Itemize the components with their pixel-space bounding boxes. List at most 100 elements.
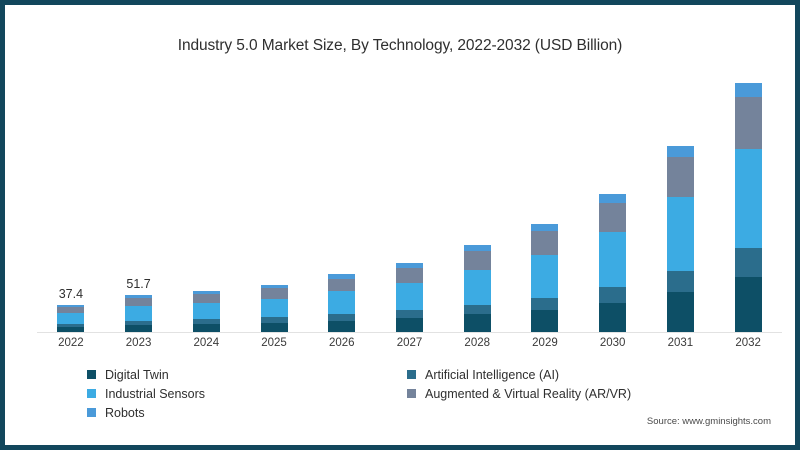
bar-segment[interactable]	[531, 309, 559, 332]
x-axis-tick-2025: 2025	[261, 337, 287, 349]
legend-swatch-icon	[87, 408, 96, 417]
bar-segment[interactable]	[599, 194, 627, 203]
bar-segment[interactable]	[599, 302, 627, 332]
bar-segment[interactable]	[531, 297, 559, 310]
bar-segment[interactable]	[666, 145, 694, 158]
bar-segment[interactable]	[599, 232, 627, 288]
chart-legend: Digital Twin Industrial Sensors Robots Art…	[87, 365, 727, 422]
x-axis-tick-2028: 2028	[464, 337, 491, 349]
bar-segment[interactable]	[260, 298, 288, 318]
bar-segment[interactable]	[531, 254, 559, 298]
bar-segment[interactable]	[57, 305, 85, 308]
x-axis-tick-2026: 2026	[328, 337, 355, 349]
legend-column-right: Artificial Intelligence (AI) Augmented & …	[407, 365, 727, 422]
legend-item[interactable]: Industrial Sensors	[87, 384, 407, 403]
bar-segment[interactable]	[125, 324, 153, 332]
bar-segment[interactable]	[328, 274, 356, 280]
bar-segment[interactable]	[396, 263, 423, 269]
bar-segment[interactable]	[57, 326, 85, 332]
legend-item[interactable]: Robots	[87, 403, 407, 422]
bar-segment[interactable]	[192, 323, 220, 332]
bar-segment[interactable]	[396, 268, 423, 283]
x-axis-tick-labels: 2022 2023 2024 2025 2026 2027 2028 2029 2030 2031…	[37, 337, 782, 355]
bar-segment[interactable]	[734, 97, 762, 149]
bar-column[interactable]	[260, 284, 288, 332]
bar-segment[interactable]	[396, 318, 423, 332]
legend-swatch-icon	[87, 389, 96, 398]
bar-segment[interactable]	[260, 322, 288, 332]
bar-segment[interactable]	[57, 323, 85, 327]
bar-column[interactable]: 37.4	[57, 287, 85, 332]
bar-segment[interactable]	[260, 284, 288, 289]
bar-segment[interactable]	[734, 148, 762, 249]
bar-segment[interactable]	[666, 196, 694, 271]
legend-item-label: Artificial Intelligence (AI)	[425, 367, 560, 382]
legend-item-label: Industrial Sensors	[105, 386, 206, 401]
bar-segment[interactable]	[666, 292, 694, 332]
bar-segment[interactable]	[396, 310, 423, 319]
bar-segment[interactable]	[328, 314, 356, 321]
bar-value-label: 51.7	[126, 277, 151, 292]
bar-segment[interactable]	[396, 282, 423, 311]
bar-segment[interactable]	[260, 317, 288, 323]
bar-segment[interactable]	[192, 302, 220, 320]
x-axis-tick-2022: 2022	[58, 337, 84, 349]
bar-column[interactable]	[599, 194, 627, 332]
bar-column[interactable]	[396, 263, 423, 332]
bar-segment[interactable]	[463, 304, 491, 315]
source-attribution: Source: www.gminsights.com	[646, 416, 771, 427]
x-axis-tick-2031: 2031	[667, 337, 694, 349]
bar-segment[interactable]	[125, 298, 153, 307]
bar-segment[interactable]	[599, 202, 627, 233]
bar-column[interactable]	[463, 245, 491, 332]
legend-column-left: Digital Twin Industrial Sensors Robots	[87, 365, 407, 422]
bar-segment[interactable]	[57, 307, 85, 314]
bar-segment[interactable]	[531, 223, 559, 232]
legend-item[interactable]: Artificial Intelligence (AI)	[407, 365, 727, 384]
bar-column[interactable]	[192, 290, 220, 332]
bar-segment[interactable]	[531, 231, 559, 255]
bar-column[interactable]	[734, 83, 762, 332]
bar-column[interactable]	[666, 145, 694, 332]
legend-swatch-icon	[407, 389, 416, 398]
bar-column[interactable]: 51.7	[125, 277, 153, 332]
bar-segment[interactable]	[57, 313, 85, 324]
bar-segment[interactable]	[463, 251, 491, 271]
bar-segment[interactable]	[192, 294, 220, 303]
bar-segment[interactable]	[125, 306, 153, 321]
bar-segment[interactable]	[260, 288, 288, 299]
x-axis-tick-2023: 2023	[125, 337, 152, 349]
bar-segment[interactable]	[666, 157, 694, 197]
bar-segment[interactable]	[328, 291, 356, 315]
bar-segment[interactable]	[192, 290, 220, 294]
x-axis-tick-2024: 2024	[193, 337, 220, 349]
bar-segment[interactable]	[192, 319, 220, 324]
plot-area: 37.4 51.7	[37, 77, 782, 333]
bar-segment[interactable]	[125, 320, 153, 325]
bar-segment[interactable]	[666, 270, 694, 293]
bar-column[interactable]	[531, 223, 559, 332]
legend-item[interactable]: Augmented & Virtual Reality (AR/VR)	[407, 384, 727, 403]
bar-segment[interactable]	[463, 314, 491, 332]
bar-segment[interactable]	[734, 83, 762, 98]
bar-segment[interactable]	[463, 245, 491, 252]
page-title: Industry 5.0 Market Size, By Technology,…	[177, 37, 623, 54]
legend-swatch-icon	[407, 370, 416, 379]
x-axis-baseline	[37, 332, 782, 333]
bar-segment[interactable]	[328, 320, 356, 332]
legend-item[interactable]: Digital Twin	[87, 365, 407, 384]
bar-segment[interactable]	[734, 276, 762, 332]
x-axis-tick-2032: 2032	[735, 337, 761, 349]
chart-inner-frame: Industry 5.0 Market Size, By Technology,…	[5, 5, 795, 445]
bar-segment[interactable]	[463, 270, 491, 305]
legend-item-label: Robots	[105, 405, 145, 420]
bar-column[interactable]	[328, 274, 356, 332]
bar-segment[interactable]	[125, 295, 153, 299]
bar-segment[interactable]	[599, 287, 627, 303]
bar-value-label: 37.4	[58, 287, 84, 302]
legend-swatch-icon	[87, 370, 96, 379]
x-axis-tick-2027: 2027	[396, 337, 423, 349]
bar-segment[interactable]	[734, 248, 762, 277]
bar-segment[interactable]	[328, 279, 356, 292]
